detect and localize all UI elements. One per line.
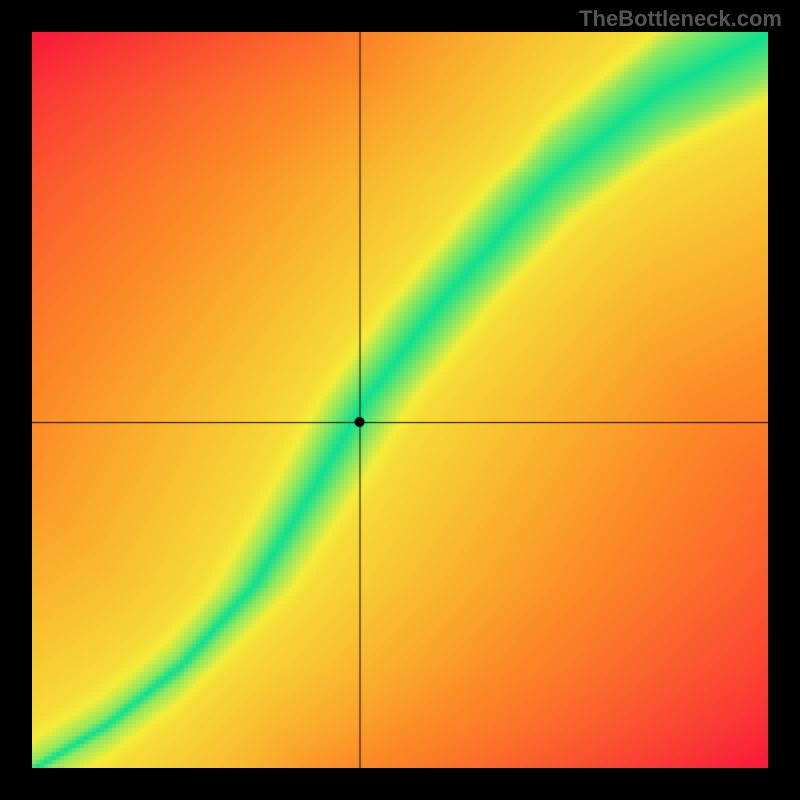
crosshair-overlay	[32, 32, 768, 768]
watermark-text: TheBottleneck.com	[579, 6, 782, 32]
chart-container: TheBottleneck.com	[0, 0, 800, 800]
